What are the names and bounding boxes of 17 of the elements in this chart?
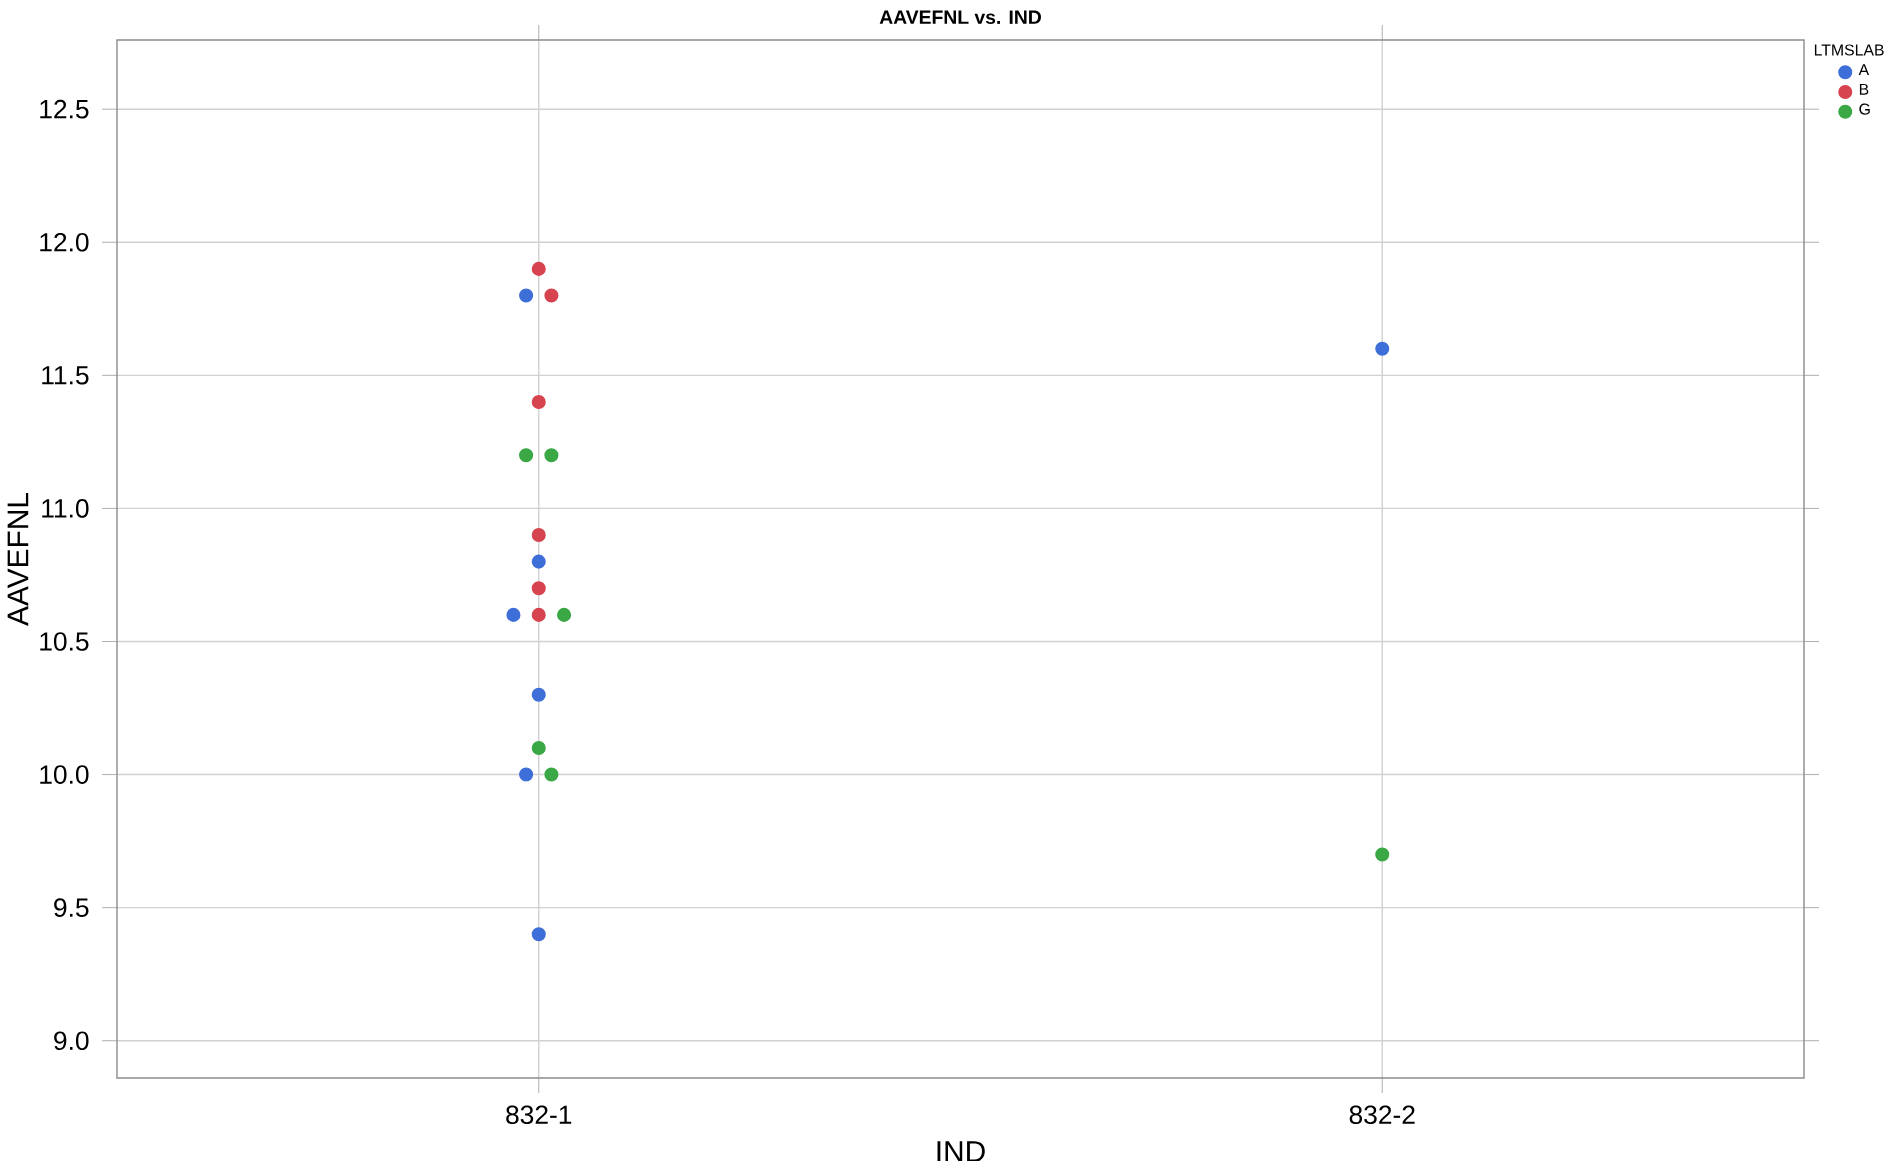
legend-title: LTMSLAB <box>1814 44 1884 56</box>
chart-title: AAVEFNL vs. IND <box>879 10 1041 25</box>
legend-label: G <box>1859 103 1870 115</box>
y-tick-label: 11.5 <box>42 366 89 385</box>
legend-label: B <box>1859 83 1869 95</box>
x-tick-label: 832-2 <box>1349 1105 1415 1125</box>
legend-label: A <box>1858 64 1870 76</box>
y-tick-label: 10.5 <box>40 632 89 651</box>
x-axis-title: IND <box>937 1141 985 1161</box>
y-tick-label: 11.0 <box>42 499 89 518</box>
x-tick-label: 832-1 <box>506 1105 572 1125</box>
y-tick-label: 12.0 <box>40 232 89 252</box>
y-tick-label: 9.0 <box>54 1031 89 1051</box>
y-axis-title: AAVEFNL <box>7 493 29 626</box>
y-tick-label: 10.0 <box>40 765 89 784</box>
y-tick-label: 12.5 <box>40 99 89 119</box>
y-tick-label: 9.5 <box>54 898 89 917</box>
